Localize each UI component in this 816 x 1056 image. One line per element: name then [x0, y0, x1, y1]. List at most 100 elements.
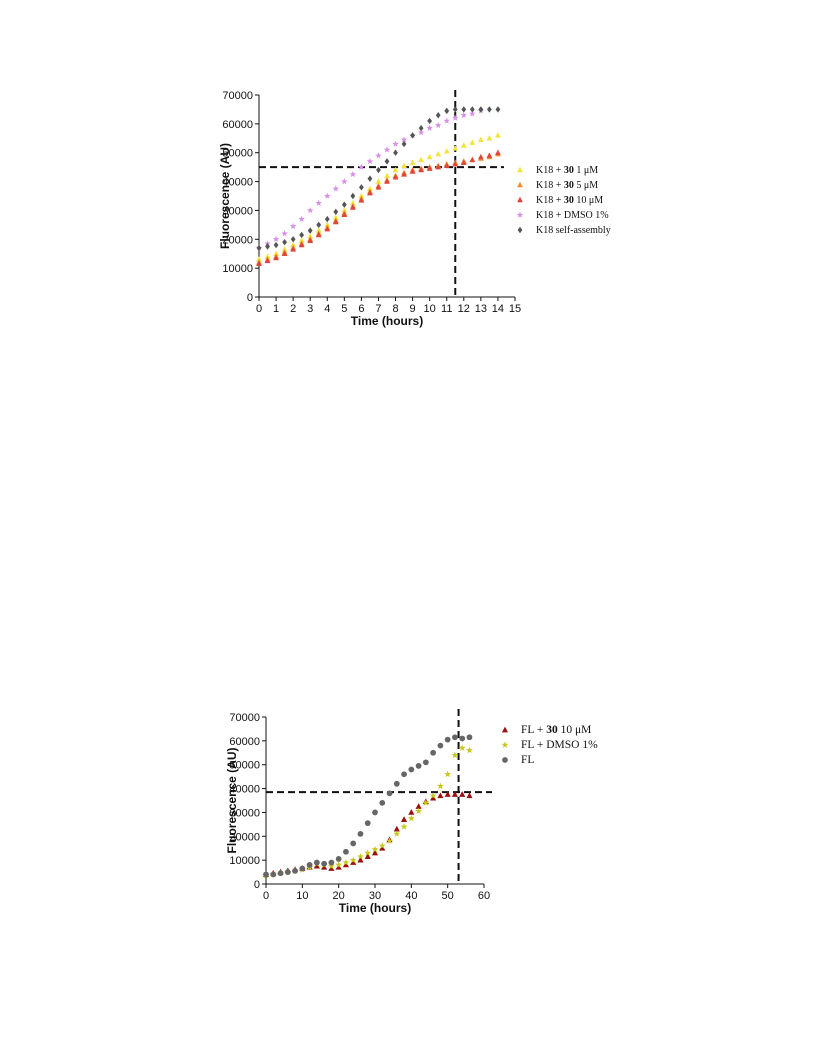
data-point: [349, 171, 357, 178]
data-point: [321, 863, 328, 870]
data-point: [281, 230, 288, 237]
data-point: [487, 106, 492, 113]
data-point: [341, 178, 348, 185]
data-point: [461, 106, 467, 113]
data-point: [401, 816, 408, 822]
data-point: [408, 766, 415, 773]
data-point: [435, 121, 442, 129]
data-point: [364, 820, 371, 827]
data-point: [384, 158, 390, 165]
data-point: [357, 856, 364, 863]
series-0-points: [262, 791, 473, 877]
data-point: [401, 771, 407, 778]
data-point: [392, 166, 399, 173]
data-point: [298, 215, 305, 222]
data-point: [443, 148, 450, 154]
y-tick-label: 10000: [229, 855, 260, 867]
data-point: [264, 240, 271, 247]
x-tick-label: 6: [358, 303, 364, 315]
data-point: [486, 135, 493, 141]
data-point: [460, 142, 467, 148]
data-point: [335, 863, 342, 870]
legend-marker: [501, 726, 509, 733]
data-point: [384, 178, 390, 184]
data-point: [435, 163, 442, 170]
data-point: [401, 171, 407, 177]
x-tick-label: 10: [424, 303, 436, 315]
data-point: [477, 136, 484, 142]
x-tick-label: 50: [442, 890, 454, 902]
y-tick-label: 10000: [222, 263, 253, 275]
data-point: [495, 149, 501, 155]
data-point: [316, 221, 322, 229]
data-point: [265, 243, 270, 250]
data-point: [256, 260, 262, 267]
series-0-points: [256, 132, 501, 262]
data-point: [364, 853, 371, 859]
data-point: [392, 140, 399, 147]
data-point: [273, 254, 279, 261]
y-axis-label: Fluorescence (AU): [225, 747, 239, 853]
data-point: [429, 792, 437, 799]
data-point: [393, 780, 400, 787]
data-point: [277, 870, 284, 877]
data-point: [284, 869, 291, 875]
data-point: [307, 227, 313, 234]
data-point: [444, 736, 451, 743]
data-point: [324, 225, 331, 232]
data-point: [375, 178, 382, 184]
legend-marker: [517, 166, 523, 173]
data-point: [341, 207, 348, 213]
x-tick-label: 0: [256, 303, 262, 315]
legend-marker: [517, 196, 523, 203]
x-tick-label: 13: [475, 303, 487, 315]
data-point: [408, 809, 415, 815]
data-point: [290, 236, 296, 243]
data-point: [256, 244, 262, 252]
data-point: [393, 825, 400, 832]
data-point: [415, 803, 422, 809]
data-point: [460, 159, 467, 166]
y-tick-label: 70000: [222, 90, 253, 102]
data-point: [443, 117, 450, 124]
data-point: [357, 831, 364, 837]
data-point: [379, 799, 386, 806]
data-point: [435, 150, 442, 157]
y-tick-label: 30000: [222, 205, 253, 217]
data-point: [256, 256, 262, 262]
data-point: [332, 214, 339, 220]
data-point: [430, 749, 437, 756]
legend-entry: FL: [521, 754, 534, 766]
data-point: [469, 156, 476, 163]
data-point: [430, 794, 437, 801]
data-point: [299, 231, 305, 239]
x-tick-label: 5: [341, 303, 347, 315]
data-point: [281, 250, 288, 256]
data-point: [477, 153, 484, 160]
data-point: [452, 161, 459, 167]
data-point: [313, 859, 320, 866]
x-tick-label: 0: [263, 890, 269, 902]
data-point: [401, 140, 407, 148]
data-point: [358, 163, 365, 170]
data-point: [444, 770, 452, 778]
data-point: [469, 110, 476, 117]
data-point: [332, 218, 339, 225]
data-point: [451, 791, 458, 797]
data-point: [270, 871, 277, 878]
data-point: [357, 852, 364, 860]
legend-marker: [501, 741, 509, 748]
series-4-points: [256, 106, 501, 252]
data-point: [426, 165, 433, 171]
data-point: [386, 790, 393, 797]
data-point: [315, 199, 322, 206]
legend-marker: [517, 226, 523, 234]
data-point: [486, 152, 493, 158]
x-tick-label: 2: [290, 303, 296, 315]
data-point: [426, 153, 433, 160]
data-point: [359, 184, 364, 191]
data-point: [415, 807, 422, 815]
data-point: [371, 845, 379, 853]
data-point: [437, 792, 444, 799]
